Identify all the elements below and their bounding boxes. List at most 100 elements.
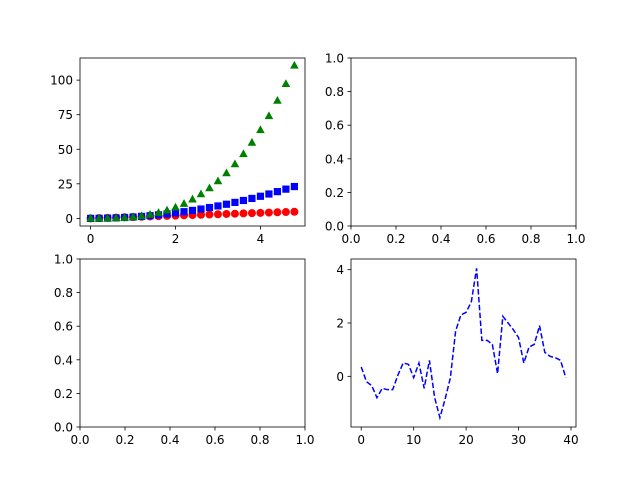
x-tick-label: 0.2 [386,232,405,246]
y-tick-label: 0.6 [325,119,344,133]
axes-frame [79,57,306,227]
x-tick-label: 0 [87,232,95,246]
x-tick-label: 0.8 [521,232,540,246]
x-tick-label: 0.6 [476,232,495,246]
y-tick-label: 100 [50,74,73,88]
y-tick-label: 1.0 [54,253,73,267]
x-tick-label: 20 [458,433,473,447]
y-tick-label: 25 [58,177,73,191]
data-point-series-3 [162,205,172,214]
data-point-series-3 [94,213,104,222]
x-tick-label: 0.8 [250,433,269,447]
x-tick-label: 4 [257,232,265,246]
x-tick-label: 1.0 [295,433,314,447]
subplot-top-right: 0.0 0.2 0.4 0.6 0.8 1.0 0.0 0.2 0.4 0.6 0.8 1.0 [325,52,586,247]
data-point-series-1 [290,207,299,216]
data-point-series-3 [281,79,291,88]
y-tick-label: 0.4 [325,152,344,166]
data-point-series-1 [256,208,265,217]
subplot-bottom-left: 0.0 0.2 0.4 0.6 0.8 1.0 0.0 0.2 0.4 0.6 0.8 1.0 [54,253,315,448]
data-point-series-3 [264,111,274,120]
y-tick-label: 0 [65,212,73,226]
data-point-series-3 [205,183,214,192]
data-point-series-2 [265,190,273,198]
y-tick-label: 0.0 [54,421,73,435]
data-point-series-3 [86,213,95,222]
data-point-series-3 [137,211,146,220]
y-tick-label: 0.8 [54,286,73,300]
data-point-series-3 [213,176,223,185]
x-tick-label: 0.6 [205,433,224,447]
data-point-series-1 [273,208,282,217]
x-tick-label: 40 [563,433,578,447]
y-tick-label: 0 [336,370,344,384]
y-tick-label: 50 [58,143,73,157]
data-point-series-3 [145,210,155,218]
x-tick-label: 0.0 [341,232,360,246]
x-tick-label: 0.2 [115,433,134,447]
data-point-series-1 [247,209,256,218]
data-point-series-2 [222,200,231,208]
data-point-series-1 [196,210,205,219]
data-point-series-2 [163,210,171,218]
data-point-series-1 [281,208,290,217]
subplot-top-left: 0 2 4 0 25 50 75 100 [50,57,306,246]
plot-area [86,60,299,223]
x-tick-label: 30 [511,433,526,447]
data-point-series-3 [239,149,248,158]
data-point-series-3 [179,199,189,207]
data-point-series-3 [230,159,240,168]
y-tick-label: 0.2 [54,387,73,401]
data-point-series-2 [171,209,180,217]
data-point-series-1 [222,209,231,218]
x-tick-label: 0.4 [431,232,450,246]
data-line-series-1 [360,268,567,421]
data-point-series-3 [256,125,265,134]
data-point-series-3 [247,137,257,146]
data-point-series-1 [205,210,214,219]
y-tick-label: 75 [58,108,73,122]
data-point-series-3 [128,212,138,221]
data-point-series-1 [239,209,248,218]
data-point-series-2 [214,202,222,210]
data-point-series-2 [256,192,265,200]
y-tick-label: 4 [336,263,344,277]
data-point-series-2 [290,182,298,191]
data-point-series-1 [230,209,239,218]
plot-area [360,268,567,421]
x-tick-label: 0 [357,433,365,447]
x-tick-label: 0.4 [160,433,179,447]
axes-frame [79,258,306,428]
data-point-series-3 [222,168,231,177]
data-point-series-2 [197,205,205,213]
subplot-bottom-right: 0 10 20 30 40 0 2 4 [336,258,579,447]
x-tick-label: 10 [406,433,421,447]
data-point-series-2 [180,208,188,216]
y-tick-label: 0.0 [325,220,344,234]
data-point-series-2 [282,185,290,193]
data-point-series-3 [188,194,197,203]
axes-frame [350,258,577,428]
y-tick-label: 1.0 [325,52,344,66]
data-point-series-3 [111,213,121,222]
y-tick-label: 0.8 [325,85,344,99]
data-point-series-3 [120,213,129,221]
data-point-series-2 [273,188,282,196]
x-tick-label: 0.0 [70,433,89,447]
data-point-series-3 [196,189,206,198]
data-point-series-3 [103,213,112,222]
x-tick-label: 1.0 [566,232,585,246]
data-point-series-2 [205,203,214,212]
data-point-series-3 [273,96,282,104]
data-point-series-2 [188,206,197,215]
x-tick-label: 2 [172,232,180,246]
y-tick-label: 0.4 [54,353,73,367]
y-tick-label: 2 [336,317,344,331]
data-point-series-2 [239,196,248,205]
data-point-series-2 [231,198,239,207]
data-point-series-3 [171,202,180,211]
y-tick-label: 0.6 [54,320,73,334]
data-point-series-3 [154,208,163,216]
